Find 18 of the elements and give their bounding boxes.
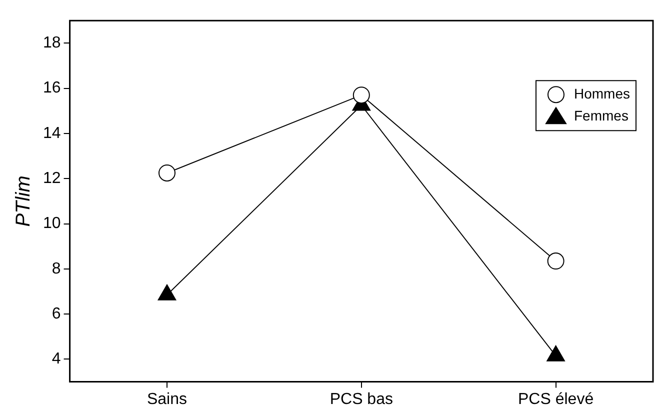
x-tick-label: Sains: [146, 390, 188, 408]
y-tick-label: 8: [52, 260, 61, 278]
x-tick-label: PCS bas: [330, 390, 393, 408]
y-tick-label: 18: [43, 34, 61, 52]
x-tick-label: PCS élevé: [518, 390, 594, 408]
point: [158, 284, 176, 300]
y-tick-label: 4: [52, 350, 61, 368]
y-tick-label: 14: [43, 124, 61, 142]
y-tick-label: 12: [43, 170, 61, 188]
point: [158, 164, 176, 182]
legend-label: Hommes: [574, 85, 630, 102]
y-axis-title: PTlim: [12, 176, 35, 227]
point: [352, 86, 370, 104]
y-tick-label: 16: [43, 80, 61, 97]
y-tick-label: 10: [43, 215, 61, 232]
legend-label: Femmes: [574, 107, 628, 124]
y-tick-label: 6: [52, 305, 61, 322]
point: [546, 345, 565, 362]
